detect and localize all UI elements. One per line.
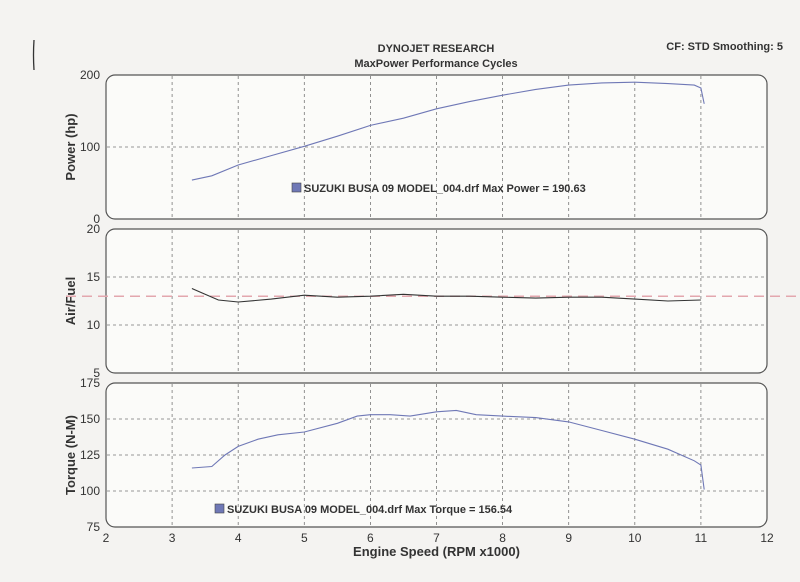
x-tick-label: 8	[499, 531, 506, 545]
x-tick-label: 6	[367, 531, 374, 545]
panel-frame	[105, 74, 768, 220]
x-tick-label: 10	[628, 531, 642, 545]
y-tick-label: 175	[80, 376, 100, 390]
chart-settings: CF: STD Smoothing: 5	[666, 41, 783, 53]
x-tick-label: 4	[235, 531, 242, 545]
y-axis-label: Torque (N-M)	[63, 415, 78, 495]
x-tick-label: 3	[169, 531, 176, 545]
y-tick-label: 100	[80, 484, 100, 498]
legend-swatch	[214, 503, 225, 514]
y-tick-label: 15	[87, 270, 101, 284]
x-tick-label: 12	[760, 531, 774, 545]
y-tick-label: 75	[87, 520, 101, 534]
legend-label: SUZUKI BUSA 09 MODEL_004.drf Max Power =…	[304, 183, 586, 195]
y-tick-label: 5	[93, 366, 100, 380]
chart-subtitle: MaxPower Performance Cycles	[354, 58, 517, 70]
legend-label: SUZUKI BUSA 09 MODEL_004.drf Max Torque …	[227, 504, 513, 516]
x-tick-label: 5	[301, 531, 308, 545]
y-axis-label: Power (hp)	[63, 113, 78, 180]
x-tick-label: 2	[103, 531, 110, 545]
panel-power: 0 100 200 Power (hp) SUZUKI BUSA 09 MODEL_00…	[63, 68, 768, 226]
y-tick-label: 200	[80, 68, 100, 82]
x-tick-label: 11	[695, 531, 708, 545]
y-tick-label: 125	[80, 448, 100, 462]
series-line-torque	[191, 409, 705, 490]
chart-panels: 0 100 200 Power (hp) SUZUKI BUSA 09 MODEL_00…	[63, 68, 800, 559]
x-tick-label: 7	[433, 531, 440, 545]
y-tick-label: 0	[93, 212, 100, 226]
legend-swatch	[291, 182, 302, 193]
y-tick-label: 20	[87, 222, 101, 236]
y-tick-label: 150	[80, 412, 100, 426]
series-line-power	[191, 81, 705, 181]
panel-airfuel: 5 10 15 20 Air/Fuel	[63, 222, 800, 380]
y-tick-label: 100	[80, 140, 100, 154]
x-tick-label: 9	[565, 531, 572, 545]
panel-frame	[105, 228, 768, 374]
x-axis-label: Engine Speed (RPM x1000)	[353, 544, 520, 559]
y-tick-label: 10	[87, 318, 101, 332]
pen-mark	[32, 39, 35, 71]
series-line-airfuel	[191, 287, 701, 303]
y-axis-label: Air/Fuel	[63, 277, 78, 325]
chart-title: DYNOJET RESEARCH	[378, 43, 495, 55]
